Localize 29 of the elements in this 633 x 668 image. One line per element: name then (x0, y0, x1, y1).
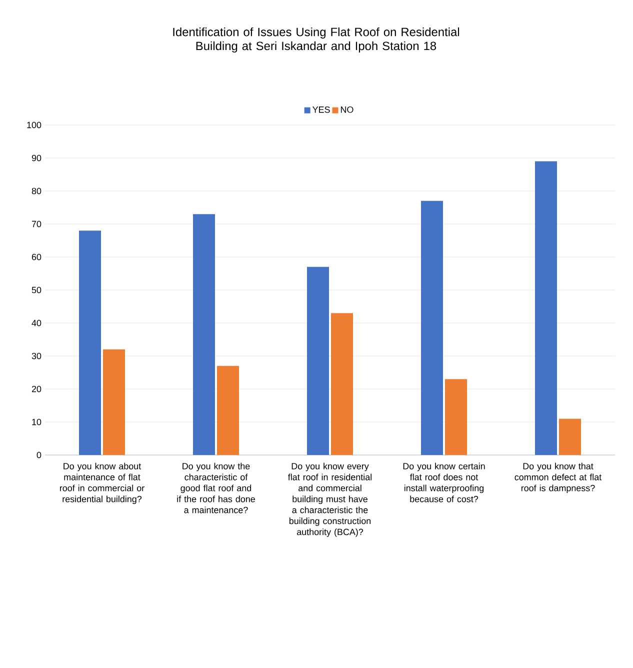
chart-title: Identification of Issues Using Flat Roof on Residential Building at Seri Iskandar and Ipoh Station 18 (173, 27, 460, 53)
x-tick-label: Do you know that common defect at flat roof is dampness? (514, 462, 602, 494)
y-tick-label: 90 (32, 154, 42, 162)
bar (216, 366, 239, 455)
bar (193, 214, 216, 455)
y-tick-label: 50 (32, 286, 42, 294)
bar (559, 418, 581, 455)
bar (421, 200, 444, 455)
y-tick-label: 100 (27, 122, 42, 128)
legend-label: NO (340, 106, 354, 113)
x-tick-label: Do you know certain flat roof does not install waterproofing because of cost? (403, 462, 485, 502)
y-tick-label: 0 (36, 452, 42, 458)
y-tick-label: 20 (32, 386, 42, 392)
bar (102, 349, 125, 455)
legend-label: YES (312, 106, 330, 113)
y-tick-label: 10 (32, 418, 42, 426)
x-tick-label: Do you know the characteristic of good flat roof and if the roof has done a maintenance? (177, 462, 255, 514)
y-tick-label: 30 (32, 352, 42, 360)
y-tick-label: 60 (32, 254, 42, 260)
x-tick-label: Do you know every flat roof in residential and commercial building must have a characteristic the building construction authority (BCA)? (288, 462, 372, 537)
x-tick-label: Do you know about maintenance of flat roof in commercial or residential building? (60, 462, 144, 504)
y-tick-label: 80 (32, 188, 42, 194)
y-tick-label: 70 (32, 220, 42, 228)
bar (331, 313, 353, 455)
bar (535, 161, 558, 455)
bar (445, 379, 467, 455)
bar (307, 266, 330, 455)
bar (79, 230, 102, 455)
y-tick-label: 40 (32, 320, 42, 326)
